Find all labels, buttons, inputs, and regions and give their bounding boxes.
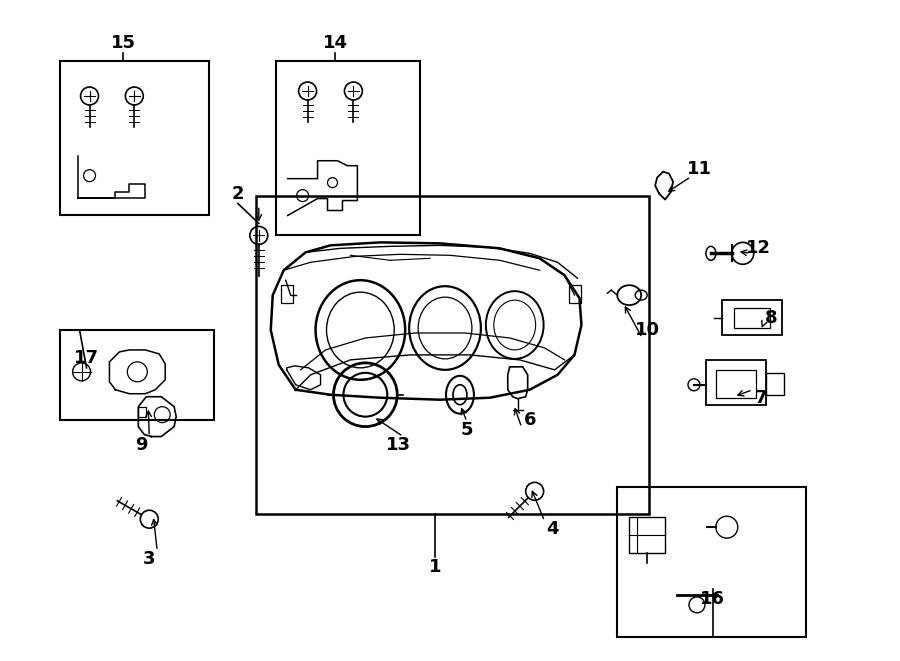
Text: 16: 16	[700, 590, 725, 608]
Bar	[256, 196, 649, 514]
Text: 8: 8	[765, 309, 778, 327]
Text: 10: 10	[634, 321, 660, 339]
Bar	[59, 61, 209, 215]
Text: 14: 14	[323, 34, 348, 52]
Text: 4: 4	[546, 520, 559, 538]
Bar	[570, 285, 581, 303]
Bar	[716, 370, 756, 398]
Text: 9: 9	[135, 436, 148, 453]
Text: 15: 15	[111, 34, 136, 52]
Bar	[59, 330, 214, 420]
Bar	[734, 308, 770, 328]
Text: 13: 13	[386, 436, 410, 453]
Bar	[139, 407, 147, 416]
Text: 5: 5	[461, 420, 473, 439]
Text: 12: 12	[746, 239, 771, 257]
Bar	[617, 487, 806, 637]
Bar	[722, 300, 781, 335]
Bar	[281, 285, 292, 303]
Text: 1: 1	[428, 558, 441, 576]
Bar	[766, 373, 784, 395]
Text: 2: 2	[231, 184, 244, 202]
Text: 3: 3	[143, 550, 156, 568]
Text: 7: 7	[754, 389, 767, 407]
Bar	[629, 517, 665, 553]
Text: 17: 17	[74, 349, 99, 367]
Bar	[275, 61, 420, 235]
Text: 6: 6	[524, 410, 536, 428]
Text: 11: 11	[687, 160, 711, 178]
Bar	[706, 360, 766, 405]
